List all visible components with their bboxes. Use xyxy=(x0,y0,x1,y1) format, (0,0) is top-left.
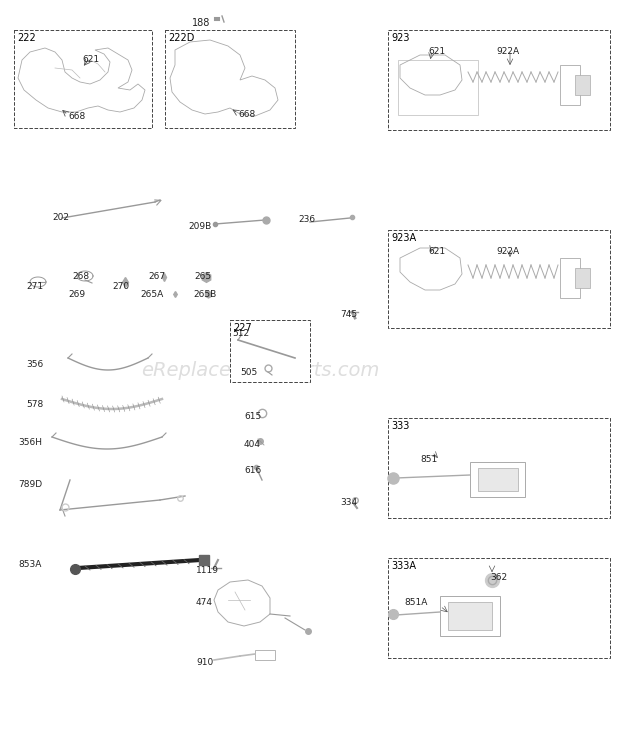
Text: 356: 356 xyxy=(26,360,43,369)
Text: 236: 236 xyxy=(298,215,315,224)
Text: 269: 269 xyxy=(68,290,85,299)
Text: 265: 265 xyxy=(194,272,211,281)
Text: 621: 621 xyxy=(428,47,445,56)
Text: 910: 910 xyxy=(196,658,213,667)
Text: 333: 333 xyxy=(391,421,409,431)
Bar xyxy=(230,320,310,382)
Text: 745: 745 xyxy=(340,310,357,319)
Text: 474: 474 xyxy=(196,598,213,607)
Text: 202: 202 xyxy=(52,213,69,222)
Bar xyxy=(398,60,478,115)
Bar xyxy=(470,462,525,497)
Bar xyxy=(478,468,518,491)
Text: 270: 270 xyxy=(112,282,129,291)
Text: 265A: 265A xyxy=(140,290,163,299)
Text: eReplacementParts.com: eReplacementParts.com xyxy=(141,360,379,380)
Bar xyxy=(165,30,295,128)
Text: 505: 505 xyxy=(240,368,257,377)
Text: 512: 512 xyxy=(232,329,249,338)
Bar xyxy=(388,418,610,518)
Text: 789D: 789D xyxy=(18,480,42,489)
Text: 404: 404 xyxy=(244,440,261,449)
Text: 265B: 265B xyxy=(193,290,216,299)
Bar xyxy=(388,30,610,130)
Text: 922A: 922A xyxy=(496,247,519,256)
Text: 668: 668 xyxy=(238,110,255,119)
Text: 922A: 922A xyxy=(496,47,519,56)
Text: 621: 621 xyxy=(82,55,99,64)
Bar xyxy=(448,602,492,630)
Text: 227: 227 xyxy=(233,323,252,333)
Bar xyxy=(560,65,580,105)
Text: 923A: 923A xyxy=(391,233,416,243)
Bar xyxy=(388,558,610,658)
Text: 616: 616 xyxy=(244,466,261,475)
Text: 615: 615 xyxy=(244,412,261,421)
Text: 188: 188 xyxy=(192,18,210,28)
Bar xyxy=(575,268,590,288)
Text: 222: 222 xyxy=(17,33,36,43)
Text: 267: 267 xyxy=(148,272,165,281)
Text: 362: 362 xyxy=(490,573,507,582)
Text: 668: 668 xyxy=(68,112,86,121)
Text: 621: 621 xyxy=(428,247,445,256)
Text: 268: 268 xyxy=(72,272,89,281)
Bar xyxy=(255,650,275,660)
Text: 851: 851 xyxy=(420,455,437,464)
Text: 333A: 333A xyxy=(391,561,416,571)
Text: 851A: 851A xyxy=(404,598,427,607)
Text: 1119: 1119 xyxy=(196,566,219,575)
Text: 853A: 853A xyxy=(18,560,42,569)
Text: 271: 271 xyxy=(26,282,43,291)
Text: 222D: 222D xyxy=(168,33,195,43)
Text: 923: 923 xyxy=(391,33,409,43)
Bar xyxy=(388,230,610,328)
Bar xyxy=(440,596,500,636)
Text: 334: 334 xyxy=(340,498,357,507)
Text: 578: 578 xyxy=(26,400,43,409)
Text: 209B: 209B xyxy=(188,222,211,231)
Bar xyxy=(560,258,580,298)
Bar xyxy=(14,30,152,128)
Bar xyxy=(575,75,590,95)
Text: 356H: 356H xyxy=(18,438,42,447)
